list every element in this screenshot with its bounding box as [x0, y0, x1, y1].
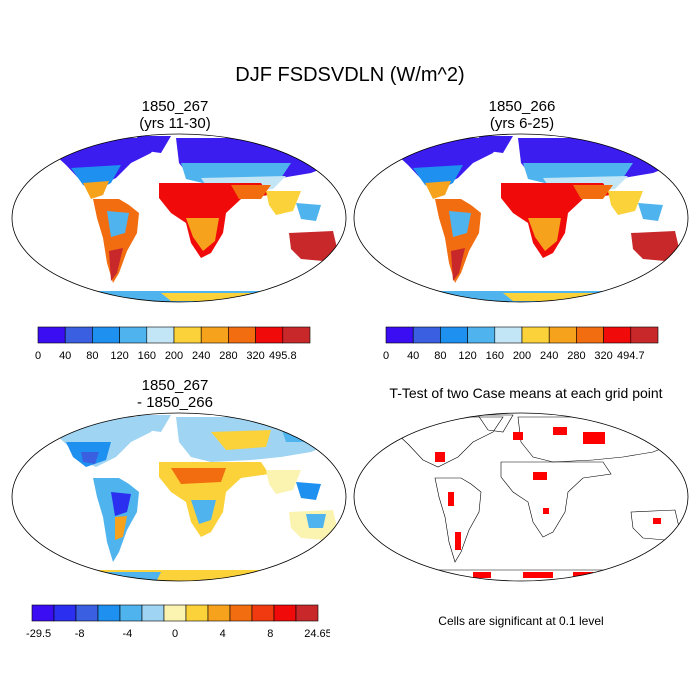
colorbar-swatch	[273, 604, 297, 622]
colorbar-tick-label: -29.5	[26, 628, 51, 640]
colorbar-tick-label: 40	[407, 350, 419, 362]
map-border	[11, 412, 347, 582]
colorbar-swatch	[548, 326, 577, 344]
colorbar-swatch	[228, 326, 256, 344]
map-case1	[11, 133, 347, 303]
colorbar-tick-label: 495.8	[269, 350, 297, 362]
colorbar-tick-label: 160	[138, 350, 156, 362]
colorbar-swatch	[295, 604, 319, 622]
colorbar-diff: -29.5 -8 -4 0 4 8 24.65	[26, 604, 330, 640]
colorbar-swatch	[64, 326, 93, 344]
significance-note: Cells are significant at 0.1 level	[438, 614, 604, 628]
map-diff	[11, 412, 347, 582]
colorbar-swatch	[494, 326, 523, 344]
colorbar-swatch	[630, 326, 659, 344]
colorbar-tick-label: 4	[220, 628, 226, 640]
colorbar-swatch	[200, 326, 229, 344]
colorbar-swatch	[31, 604, 55, 622]
colorbar-tick-label: 0	[35, 350, 41, 362]
colorbar-swatch	[251, 604, 275, 622]
colorbar-tick-label: 280	[567, 350, 585, 362]
map-border	[353, 133, 689, 303]
colorbar-case2: 0 40 80 120 160 200 240 280 320 494.7	[383, 326, 659, 362]
australia-land	[289, 231, 337, 261]
colorbar-swatch	[282, 326, 311, 344]
colorbar-swatch	[37, 326, 66, 344]
panel-title-diff: 1850_267 - 1850_266	[75, 377, 275, 411]
panel-title-diff-line2: - 1850_266	[137, 394, 213, 411]
colorbar-tick-label: 24.65	[304, 628, 330, 640]
colorbar-swatch	[163, 604, 187, 622]
colorbar-swatch	[53, 604, 77, 622]
panel-title-case2-line1: 1850_266	[488, 98, 556, 115]
colorbar-tick-label: 80	[86, 350, 98, 362]
colorbar-tick-label: 40	[59, 350, 71, 362]
panel-title-case1-line2: (yrs 11-30)	[139, 115, 211, 132]
colorbar-tick-label: 320	[594, 350, 612, 362]
colorbar-swatch	[603, 326, 632, 344]
panel-title-case2: 1850_266 (yrs 6-25)	[422, 98, 622, 132]
colorbar-swatch	[185, 604, 209, 622]
figure-title: DJF FSDSVDLN (W/m^2)	[235, 64, 465, 86]
colorbar-tick-label: 80	[434, 350, 446, 362]
colorbar-tick-label: 494.7	[617, 350, 645, 362]
colorbar-tick-label: -8	[75, 628, 85, 640]
colorbar-tick-label: 160	[486, 350, 504, 362]
colorbar-tick-label: 280	[219, 350, 237, 362]
colorbar-swatch	[440, 326, 468, 344]
colorbar-tick-label: 120	[110, 350, 128, 362]
colorbar-tick-label: 200	[513, 350, 531, 362]
colorbar-swatch	[119, 604, 143, 622]
colorbar-tick-label: 120	[458, 350, 476, 362]
colorbar-swatch	[229, 604, 253, 622]
map-border	[353, 412, 689, 582]
colorbar-swatch	[467, 326, 496, 344]
colorbar-swatch	[255, 326, 284, 344]
colorbar-swatch	[576, 326, 604, 344]
colorbar-swatch	[97, 604, 121, 622]
map-border	[11, 133, 347, 303]
colorbar-tick-label: 240	[540, 350, 558, 362]
colorbar-tick-label: 0	[383, 350, 389, 362]
colorbar-swatch	[92, 326, 120, 344]
colorbar-swatch	[119, 326, 148, 344]
colorbar-tick-label: 320	[246, 350, 264, 362]
colorbar-tick-label: -4	[122, 628, 132, 640]
map-case2	[353, 133, 689, 303]
panel-title-case2-line2: (yrs 6-25)	[489, 115, 555, 132]
colorbar-case1: 0 40 80 120 160 200 240 280 320 495.8	[35, 326, 311, 362]
panel-title-case1: 1850_267 (yrs 11-30)	[75, 98, 275, 132]
colorbar-tick-label: 0	[172, 628, 178, 640]
map-ttest	[353, 412, 689, 582]
panel-title-diff-line1: 1850_267	[141, 377, 209, 394]
panel-title-case1-line1: 1850_267	[141, 98, 209, 115]
panel-title-ttest-line1: T-Test of two Case means at each grid po…	[389, 385, 663, 401]
colorbar-swatch	[141, 604, 165, 622]
colorbar-swatch	[385, 326, 414, 344]
panel-title-ttest: T-Test of two Case means at each grid po…	[352, 385, 700, 402]
colorbar-swatch	[75, 604, 99, 622]
colorbar-swatch	[207, 604, 231, 622]
colorbar-tick-label: 8	[267, 628, 273, 640]
colorbar-tick-label: 200	[165, 350, 183, 362]
colorbar-swatch	[173, 326, 202, 344]
colorbar-swatch	[521, 326, 550, 344]
colorbar-tick-label: 240	[192, 350, 210, 362]
colorbar-swatch	[146, 326, 175, 344]
colorbar-swatch	[412, 326, 441, 344]
